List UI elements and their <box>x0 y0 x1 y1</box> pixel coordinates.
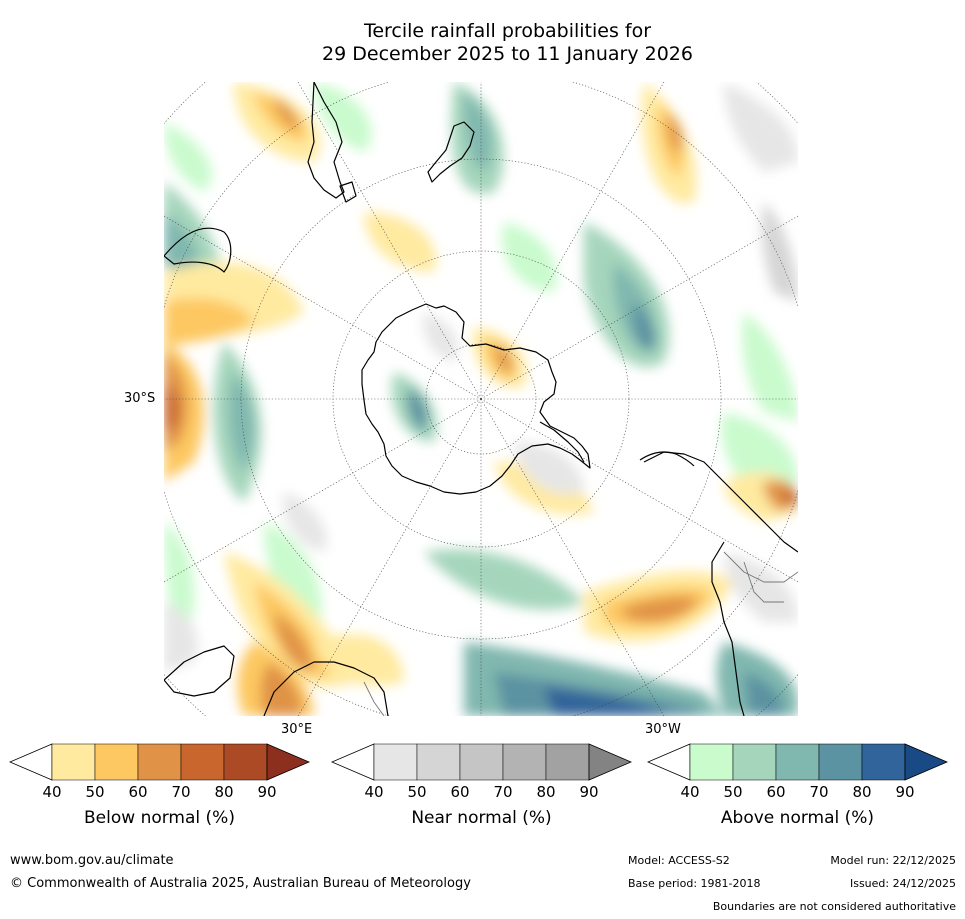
tick: 60 <box>128 783 148 801</box>
colorbar-below-label: Below normal (%) <box>84 808 235 828</box>
model-name: Model: ACCESS-S2 <box>628 854 730 867</box>
colorbar-near-label: Near normal (%) <box>411 808 552 828</box>
tick: 90 <box>895 783 915 801</box>
base-period: Base period: 1981-2018 <box>628 877 761 890</box>
lat-label-30s: 30°S <box>124 391 156 406</box>
colorbar-below-over <box>266 743 310 781</box>
colorbar-above-swatch-0 <box>689 743 734 781</box>
colorbar-above-swatch-3 <box>818 743 863 781</box>
tick: 80 <box>536 783 556 801</box>
colorbar-near-under <box>331 743 375 781</box>
tick: 80 <box>852 783 872 801</box>
colorbar-below-swatch-4 <box>223 743 268 781</box>
africa-coast <box>263 661 389 716</box>
colorbar-above-swatch-1 <box>732 743 777 781</box>
colorbar-above-label: Above normal (%) <box>720 808 875 828</box>
tick: 50 <box>407 783 427 801</box>
tick: 90 <box>579 783 599 801</box>
colorbar-below-under <box>9 743 53 781</box>
colorbar-near-swatch-0 <box>373 743 418 781</box>
colorbar-near-over <box>588 743 632 781</box>
colorbar-near-swatch-4 <box>545 743 590 781</box>
colorbar-above-swatch-4 <box>861 743 906 781</box>
colorbar-above-under <box>647 743 691 781</box>
copyright: © Commonwealth of Australia 2025, Austra… <box>10 876 471 891</box>
lon-label-30w: 30°W <box>645 722 681 737</box>
colorbar-near-swatch-2 <box>459 743 504 781</box>
colorbar-below-swatch-0 <box>51 743 96 781</box>
disclaimer: Boundaries are not considered authoritat… <box>712 900 956 913</box>
graticule <box>164 82 798 716</box>
colorbar-above-swatch-2 <box>775 743 820 781</box>
tick: 70 <box>809 783 829 801</box>
colorbar-below <box>9 743 310 781</box>
tick: 70 <box>493 783 513 801</box>
tick: 60 <box>766 783 786 801</box>
issued-date: Issued: 24/12/2025 <box>849 877 956 890</box>
tick: 40 <box>42 783 62 801</box>
model-run: Model run: 22/12/2025 <box>830 854 956 867</box>
tick: 40 <box>364 783 384 801</box>
title-line-2: 29 December 2025 to 11 January 2026 <box>322 43 693 65</box>
tick: 90 <box>257 783 277 801</box>
colorbar-below-swatch-3 <box>180 743 225 781</box>
colorbar-near-swatch-1 <box>416 743 461 781</box>
colorbar-near-swatch-3 <box>502 743 547 781</box>
probability-field <box>164 82 798 716</box>
south-america-tip <box>639 451 695 467</box>
tick: 80 <box>214 783 234 801</box>
madagascar <box>164 645 235 697</box>
australia-east <box>307 82 345 199</box>
boundaries <box>363 551 798 716</box>
polar-map <box>164 82 798 716</box>
tick: 60 <box>450 783 470 801</box>
peninsula <box>539 421 585 463</box>
new-zealand-south <box>427 121 475 183</box>
colorbar-below-swatch-1 <box>94 743 139 781</box>
tick: 50 <box>723 783 743 801</box>
colorbar-above-over <box>904 743 948 781</box>
antarctica-coastline <box>361 303 591 495</box>
website-link[interactable]: www.bom.gov.au/climate <box>10 853 174 868</box>
australia-coast <box>164 227 232 273</box>
lon-label-30e: 30°E <box>281 722 313 737</box>
coastlines <box>164 82 798 716</box>
title-line-1: Tercile rainfall probabilities for <box>363 20 652 42</box>
chart-title: Tercile rainfall probabilities for 29 De… <box>0 20 965 66</box>
colorbar-above <box>647 743 948 781</box>
tasmania <box>339 181 357 203</box>
colorbar-below-swatch-2 <box>137 743 182 781</box>
tick: 40 <box>680 783 700 801</box>
tick: 50 <box>85 783 105 801</box>
colorbar-near <box>331 743 632 781</box>
tick: 70 <box>171 783 191 801</box>
